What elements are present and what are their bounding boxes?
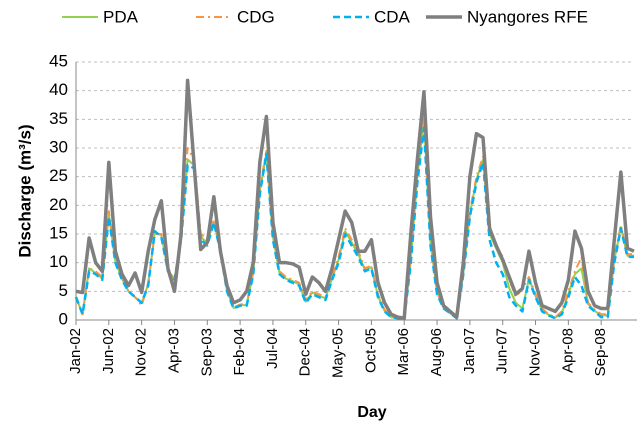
y-tick-label: 5 xyxy=(59,281,68,300)
x-tick-label: Jun-02 xyxy=(100,328,117,374)
y-tick-label: 10 xyxy=(49,252,68,271)
legend-label: Nyangores RFE xyxy=(467,7,588,26)
legend-label: PDA xyxy=(103,7,139,26)
x-tick-label: May-05 xyxy=(330,328,347,378)
y-tick-label: 0 xyxy=(59,309,68,328)
x-tick-label: Nov-07 xyxy=(526,328,543,376)
y-tick-label: 45 xyxy=(49,51,68,70)
y-axis-label: Discharge (m³/s) xyxy=(15,124,34,257)
legend-label: CDG xyxy=(237,7,275,26)
y-tick-label: 20 xyxy=(49,195,68,214)
x-tick-label: Aug-06 xyxy=(428,328,445,376)
y-tick-label: 15 xyxy=(49,223,68,242)
x-tick-label: Jun-07 xyxy=(494,328,511,374)
x-tick-label: Mar-06 xyxy=(395,328,412,376)
x-tick-label: Jan-07 xyxy=(461,328,478,374)
series-line xyxy=(75,118,634,320)
x-tick-label: Sep-08 xyxy=(592,328,609,376)
series-line xyxy=(75,112,634,320)
legend-label: CDA xyxy=(374,7,411,26)
series-line xyxy=(74,126,634,321)
x-tick-label: Jul-04 xyxy=(264,328,281,369)
y-tick-label: 40 xyxy=(49,80,68,99)
y-tick-label: 30 xyxy=(49,137,68,156)
x-tick-label: Nov-02 xyxy=(133,328,150,376)
x-tick-label: Jan-02 xyxy=(67,328,84,374)
series-line xyxy=(75,78,635,321)
x-tick-label: Apr-03 xyxy=(165,328,182,373)
x-axis-label: Day xyxy=(357,404,386,421)
x-tick-label: Feb-04 xyxy=(231,328,248,376)
x-tick-label: Apr-08 xyxy=(559,328,576,373)
x-tick-label: Sep-03 xyxy=(198,328,215,376)
y-tick-label: 35 xyxy=(49,109,68,128)
x-tick-label: Dec-04 xyxy=(297,328,314,376)
y-tick-label: 25 xyxy=(49,166,68,185)
x-tick-label: Oct-05 xyxy=(362,328,379,373)
